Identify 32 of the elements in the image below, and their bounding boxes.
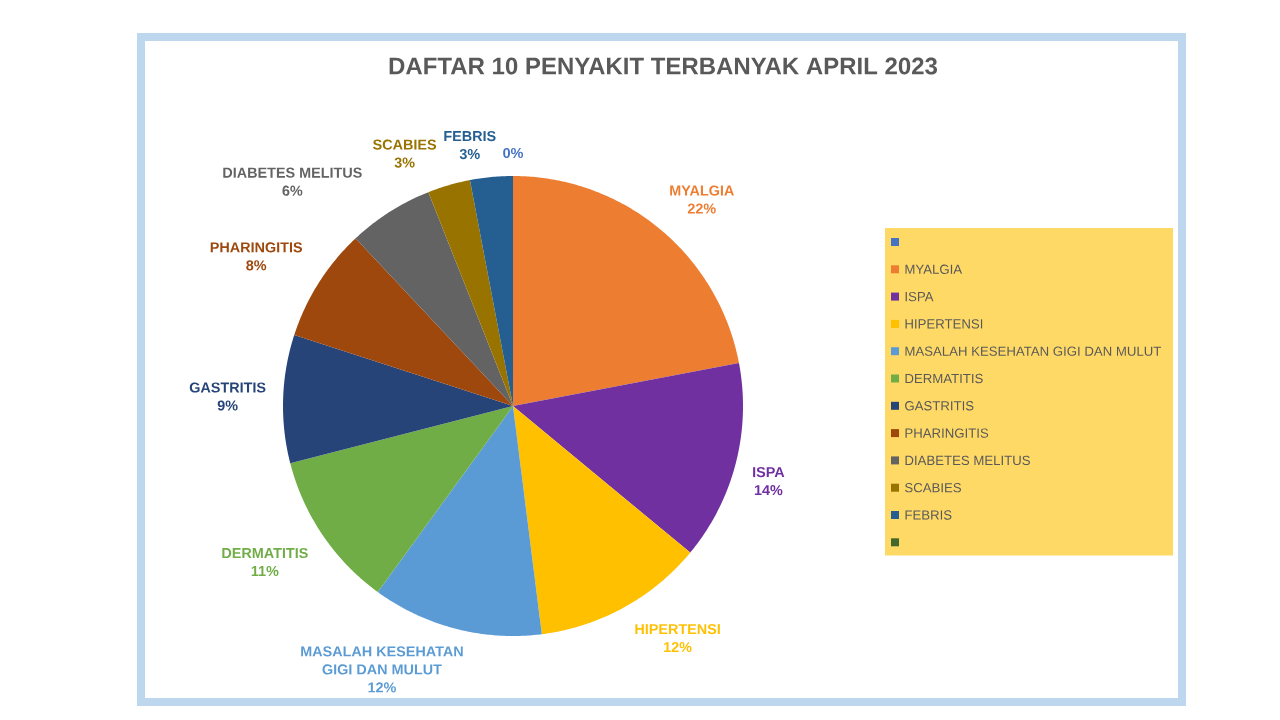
data-label: 12% xyxy=(664,642,692,653)
legend-label: DIABETES MELITUS xyxy=(905,455,1030,466)
legend-label: GASTRITIS xyxy=(905,401,974,411)
data-label: 3% xyxy=(459,148,480,160)
legend-label: HIPERTENSI xyxy=(905,319,983,329)
data-label: 8% xyxy=(246,260,267,271)
data-label: 14% xyxy=(754,485,783,496)
slice-label: PHARINGITIS xyxy=(210,242,303,253)
chart-title: DAFTAR 10 PENYAKIT TERBANYAK APRIL 2023 xyxy=(389,57,938,75)
slice-label: MYALGIA xyxy=(670,185,734,196)
slice-label: MASALAH KESEHATAN GIGI DAN MULUT xyxy=(301,646,463,675)
data-label: 6% xyxy=(282,185,303,196)
slice-label: HIPERTENSI xyxy=(635,624,720,635)
legend-label: SCABIES xyxy=(905,483,962,493)
data-label: 22% xyxy=(687,203,716,214)
legend-label: ISPA xyxy=(905,291,934,302)
legend-label: DERMATITIS xyxy=(905,373,983,384)
slice-label: DIABETES MELITUS xyxy=(223,167,362,178)
slice-label: SCABIES xyxy=(373,139,437,150)
data-label: 3% xyxy=(394,157,415,168)
slice-label: ISPA xyxy=(753,467,785,478)
legend-label: MASALAH KESEHATAN GIGI DAN MULUT xyxy=(905,346,1162,356)
text: 0% xyxy=(503,147,524,159)
slice-label: GASTRITIS xyxy=(189,382,266,393)
legend-label: FEBRIS xyxy=(905,510,952,520)
slice-label: FEBRIS xyxy=(444,130,496,142)
data-label: 12% xyxy=(368,682,396,693)
slice-label: DERMATITIS xyxy=(222,547,308,559)
legend-label: PHARINGITIS xyxy=(905,428,989,438)
data-label: 9% xyxy=(217,400,238,411)
data-label: 11% xyxy=(251,565,279,577)
legend-label: MYALGIA xyxy=(905,264,963,274)
